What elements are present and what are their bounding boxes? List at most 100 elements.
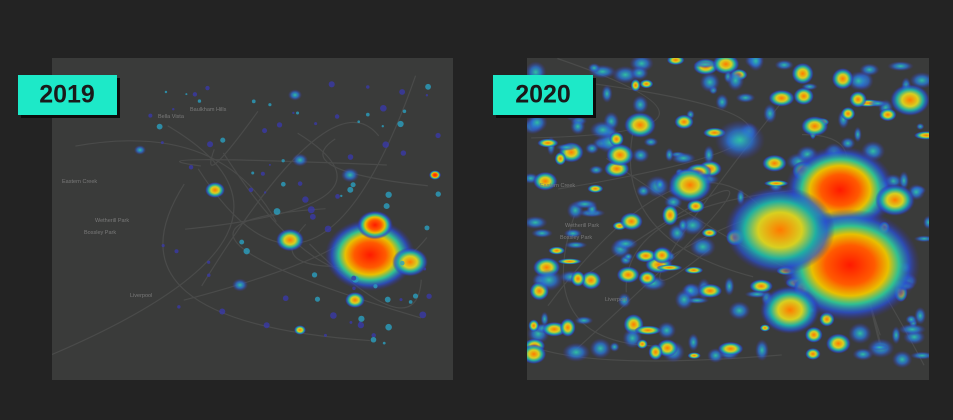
- heat-spot: [878, 108, 897, 122]
- heat-dot: [174, 249, 179, 254]
- place-label: Wetherill Park: [95, 218, 129, 224]
- heat-spot: [609, 131, 624, 147]
- heat-spot: [276, 228, 304, 252]
- heat-dot: [292, 111, 295, 115]
- heat-dot: [399, 298, 403, 302]
- heat-dot: [251, 99, 256, 104]
- heat-dot: [262, 128, 268, 134]
- heat-spot: [606, 143, 634, 167]
- heat-spot: [564, 241, 588, 249]
- heat-dot: [400, 150, 407, 156]
- heat-dot: [161, 244, 165, 248]
- heat-dot: [302, 196, 309, 203]
- heat-spot: [654, 178, 666, 192]
- heat-dot: [243, 247, 250, 255]
- heat-spot: [325, 219, 415, 291]
- road: [184, 132, 338, 230]
- heat-spot: [643, 137, 659, 147]
- heat-spot: [687, 333, 699, 352]
- heat-dot: [424, 225, 430, 231]
- heat-spot: [657, 321, 677, 340]
- heat-dot: [334, 114, 340, 119]
- heat-dot: [297, 181, 303, 186]
- heat-dot: [307, 206, 315, 214]
- heat-spot: [759, 324, 771, 332]
- heat-dot: [328, 81, 335, 88]
- heat-spot: [848, 322, 872, 345]
- heat-spot: [674, 114, 694, 130]
- place-label: Bossley Park: [84, 230, 116, 236]
- heat-spot: [613, 237, 638, 250]
- heat-spot: [891, 350, 913, 369]
- heat-dot: [273, 208, 281, 215]
- heat-dot: [425, 83, 431, 90]
- heat-dot: [370, 336, 377, 343]
- heat-spot: [555, 143, 578, 151]
- road: [75, 140, 277, 223]
- heat-spot: [589, 120, 616, 139]
- heat-spot: [887, 61, 914, 72]
- heat-dot: [347, 154, 354, 160]
- road: [52, 125, 235, 356]
- heat-spot: [559, 318, 576, 337]
- heat-spot: [774, 59, 794, 71]
- heat-dot: [400, 260, 405, 266]
- heat-spot: [693, 60, 717, 69]
- heat-dot: [156, 123, 163, 130]
- place-label: Bossley Park: [560, 235, 592, 241]
- heat-spot: [875, 184, 915, 216]
- heat-dot: [385, 191, 392, 198]
- heat-spot: [537, 138, 559, 148]
- place-label: Wetherill Park: [565, 223, 599, 229]
- heat-dot: [425, 94, 429, 97]
- year-badge: [18, 75, 117, 115]
- heat-dot: [383, 203, 390, 210]
- heat-dot: [349, 320, 353, 324]
- heat-dot: [296, 111, 300, 115]
- heat-dot: [399, 89, 406, 95]
- heat-spot: [587, 184, 604, 193]
- road: [201, 121, 380, 287]
- heat-spot: [913, 131, 929, 140]
- heat-dot: [373, 284, 378, 289]
- heat-spot: [747, 58, 765, 72]
- heat-dot: [366, 85, 370, 89]
- heat-layer: [52, 75, 441, 356]
- heat-spot: [580, 270, 602, 290]
- year-badge: [493, 75, 593, 115]
- heat-spot: [392, 247, 428, 277]
- heat-dot: [314, 122, 318, 126]
- heat-spot: [570, 118, 586, 135]
- heat-dot: [351, 275, 357, 281]
- heat-spot: [429, 170, 441, 180]
- heat-dot: [340, 194, 343, 198]
- place-label: Liverpool: [130, 293, 152, 299]
- heat-spot: [531, 228, 553, 238]
- heat-dot: [350, 182, 356, 188]
- heat-dot: [419, 311, 427, 319]
- heat-spot: [294, 325, 306, 335]
- heat-dot: [251, 171, 255, 175]
- heat-dot: [160, 141, 164, 145]
- heat-dot: [280, 181, 286, 187]
- place-label: Bella Vista: [158, 114, 185, 120]
- heat-spot: [768, 89, 795, 107]
- heat-spot: [134, 145, 146, 155]
- heat-dot: [172, 108, 175, 111]
- heat-spot: [674, 289, 694, 310]
- heat-dot: [177, 305, 181, 309]
- heat-spot: [630, 65, 649, 81]
- heat-spot: [609, 342, 620, 352]
- heat-spot: [715, 120, 765, 160]
- heat-dot: [347, 186, 354, 193]
- heat-spot: [288, 89, 302, 101]
- heat-spot: [232, 278, 248, 292]
- heat-spot: [562, 342, 591, 362]
- road: [210, 110, 259, 166]
- heat-dot: [382, 341, 386, 345]
- heat-dot: [314, 296, 321, 302]
- heat-spot: [622, 328, 643, 349]
- heat-spot: [205, 182, 225, 198]
- heat-spot: [554, 151, 567, 166]
- heat-dot: [164, 90, 168, 94]
